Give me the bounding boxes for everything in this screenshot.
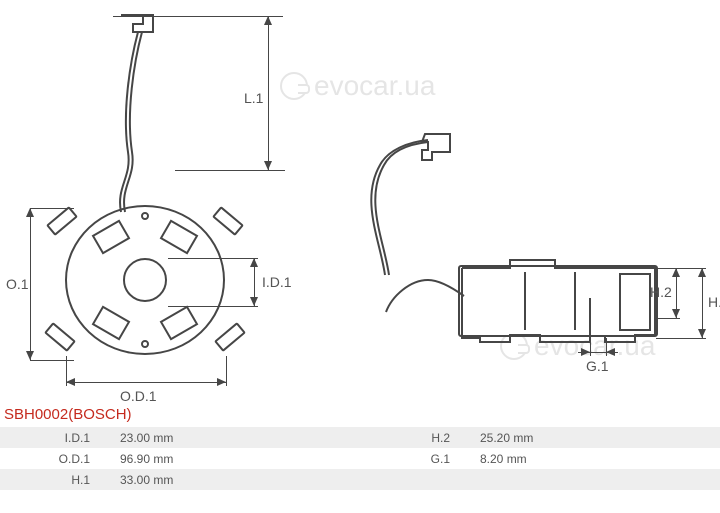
dim-line-h1 [702, 268, 703, 338]
arrowhead-icon [264, 16, 272, 25]
dim-extension-line [168, 258, 258, 259]
bolt-hole [141, 340, 149, 348]
spec-label: H.1 [0, 473, 120, 487]
dim-line-od1 [66, 382, 226, 383]
spec-value: 96.90 mm [120, 452, 360, 466]
front-view-drawing [55, 200, 255, 370]
diagram-area: evocar.ua evocar.ua L.1 O.1 I [0, 0, 720, 400]
table-row: I.D.1 23.00 mm H.2 25.20 mm [0, 427, 720, 448]
mount-tab [44, 322, 76, 352]
spec-value: 25.20 mm [480, 431, 720, 445]
dim-extension-line [656, 338, 706, 339]
arrowhead-icon [250, 258, 258, 267]
product-label: SBH0002(BOSCH) [0, 400, 720, 427]
arrowhead-icon [250, 297, 258, 306]
dim-line-o1 [30, 208, 31, 360]
arrowhead-icon [581, 348, 590, 356]
arrowhead-icon [672, 309, 680, 318]
spec-value: 8.20 mm [480, 452, 720, 466]
lead-wire-drawing [118, 12, 198, 222]
mount-tab [212, 206, 244, 236]
dim-extension-line [590, 338, 591, 356]
spec-label: I.D.1 [0, 431, 120, 445]
side-lead-wire [330, 130, 460, 280]
dim-extension-line [656, 318, 680, 319]
arrowhead-icon [698, 268, 706, 277]
table-row: H.1 33.00 mm [0, 469, 720, 490]
dim-label-l1: L.1 [244, 90, 263, 106]
arrowhead-icon [672, 268, 680, 277]
dim-extension-line [168, 306, 258, 307]
arrowhead-icon [606, 348, 615, 356]
dim-extension-line [226, 356, 227, 386]
spec-value: 23.00 mm [120, 431, 360, 445]
spec-value: 33.00 mm [120, 473, 360, 487]
dim-label-od1: O.D.1 [120, 388, 157, 404]
dim-label-h2: H.2 [650, 284, 672, 300]
watermark: evocar.ua [280, 70, 435, 102]
mount-tab [46, 206, 78, 236]
dim-label-h1: H.1 [708, 294, 720, 310]
spec-label: H.2 [360, 431, 480, 445]
arrowhead-icon [26, 208, 34, 217]
spec-label: O.D.1 [0, 452, 120, 466]
dim-label-g1: G.1 [586, 358, 609, 374]
arrowhead-icon [26, 351, 34, 360]
dim-extension-line [30, 360, 74, 361]
arrowhead-icon [217, 378, 226, 386]
spec-table: I.D.1 23.00 mm H.2 25.20 mm O.D.1 96.90 … [0, 427, 720, 490]
watermark-logo-icon [280, 72, 308, 100]
dim-label-o1: O.1 [6, 276, 29, 292]
bolt-hole [141, 212, 149, 220]
dim-extension-line [30, 208, 74, 209]
inner-circle [123, 258, 167, 302]
dim-label-id1: I.D.1 [262, 274, 292, 290]
spec-label: G.1 [360, 452, 480, 466]
arrowhead-icon [264, 161, 272, 170]
table-row: O.D.1 96.90 mm G.1 8.20 mm [0, 448, 720, 469]
arrowhead-icon [698, 329, 706, 338]
mount-tab [214, 322, 246, 352]
arrowhead-icon [66, 378, 75, 386]
dim-line-l1 [268, 16, 269, 170]
watermark-text: evocar.ua [314, 70, 435, 102]
